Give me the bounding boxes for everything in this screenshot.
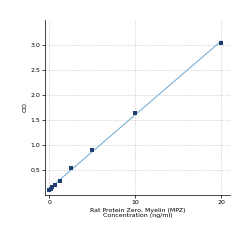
Y-axis label: OD: OD <box>22 102 28 113</box>
Point <box>69 166 73 170</box>
Point <box>90 148 94 152</box>
Point <box>133 110 137 114</box>
X-axis label: Rat Protein Zero, Myelin (MPZ)
Concentration (ng/ml): Rat Protein Zero, Myelin (MPZ) Concentra… <box>90 208 185 218</box>
Point <box>53 182 57 186</box>
Point <box>49 186 53 190</box>
Point <box>58 179 62 183</box>
Point <box>50 185 54 189</box>
Point <box>47 188 51 192</box>
Point <box>220 40 224 44</box>
